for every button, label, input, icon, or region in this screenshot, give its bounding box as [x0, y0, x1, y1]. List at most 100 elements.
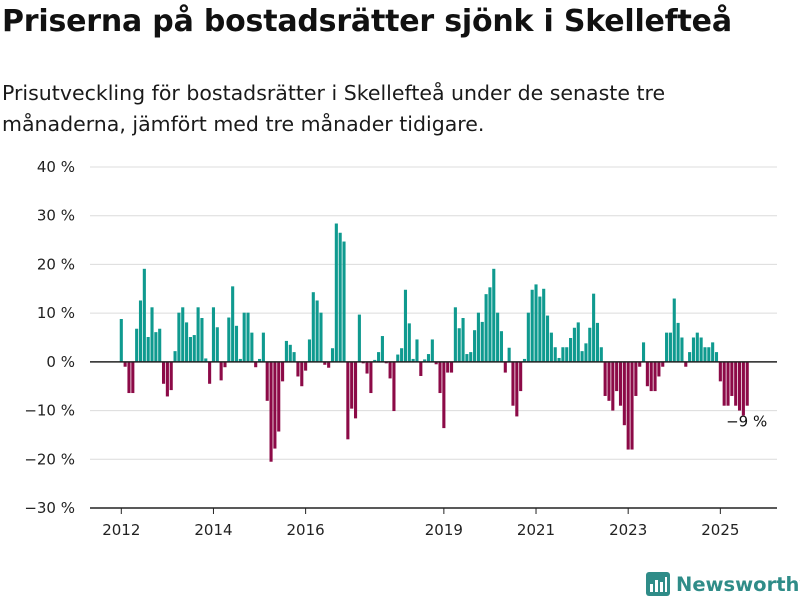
bar [538, 296, 542, 362]
chart-subtitle: Prisutveckling för bostadsrätter i Skell… [2, 81, 666, 136]
bar [227, 317, 231, 362]
bar [572, 327, 576, 362]
bar [603, 361, 607, 396]
bar [188, 337, 192, 362]
bar [165, 361, 169, 397]
bar [350, 361, 354, 409]
bar [607, 361, 611, 401]
bar [457, 328, 461, 362]
bar [154, 332, 158, 362]
bar [411, 358, 415, 362]
bar [315, 300, 319, 362]
bar [645, 361, 649, 387]
x-tick-label: 2016 [287, 521, 325, 539]
bar [707, 347, 711, 362]
bar [492, 268, 496, 362]
bar [342, 241, 346, 362]
bar [511, 361, 515, 406]
bar [622, 361, 626, 426]
bar [419, 361, 423, 376]
bar [423, 359, 427, 362]
bar [119, 318, 123, 362]
bar [649, 361, 653, 392]
bar [373, 359, 377, 362]
bar [503, 361, 507, 373]
bar [726, 361, 730, 406]
x-tick-label: 2019 [425, 521, 463, 539]
bar [246, 312, 250, 362]
bar [488, 287, 492, 362]
bar-chart: −30 %−20 %−10 %0 %10 %20 %30 %40 % 2012 2… [24, 158, 777, 539]
bar [653, 361, 657, 392]
bar [530, 289, 534, 362]
bar [273, 361, 277, 449]
bar [473, 330, 477, 362]
bar [177, 312, 181, 362]
bar [480, 321, 484, 362]
bar [549, 332, 553, 362]
annotations: −9 % [726, 413, 767, 431]
bar [734, 361, 738, 406]
bar [599, 347, 603, 362]
bar [672, 298, 676, 362]
bar [553, 347, 557, 362]
bar [580, 351, 584, 362]
bar [449, 361, 454, 373]
bar [722, 361, 726, 406]
bar [131, 361, 135, 394]
bar [469, 352, 473, 362]
bar [181, 307, 185, 362]
bar [718, 361, 722, 382]
bar [611, 361, 615, 411]
bar [711, 342, 715, 362]
bar [304, 361, 308, 371]
bar [430, 339, 434, 362]
bar [438, 361, 442, 394]
bar [496, 312, 500, 362]
bar [138, 300, 143, 362]
bar [737, 361, 742, 411]
bar [346, 361, 350, 440]
bar [327, 361, 331, 368]
bar [684, 361, 688, 367]
bar [319, 312, 323, 362]
chart-title: Priserna på bostadsrätter sjönk i Skelle… [2, 4, 732, 39]
bar [407, 323, 411, 362]
bar [200, 318, 204, 362]
bar [265, 361, 269, 401]
bar-chart-logo-icon [646, 572, 670, 596]
bar [377, 352, 381, 362]
bar [465, 354, 469, 362]
bar [588, 327, 592, 362]
bar [223, 361, 227, 368]
bar [703, 347, 707, 362]
bar [307, 339, 312, 362]
bar [676, 322, 680, 362]
y-tick-label: −30 % [24, 499, 75, 517]
bar [330, 348, 335, 362]
bar [311, 292, 315, 362]
bar [211, 307, 216, 362]
y-axis-tick-labels: −30 % −20 % −10 % 0 % 10 % 20 % 30 % 40 % [24, 158, 75, 517]
bar [261, 332, 265, 362]
x-tick-label: 2021 [517, 521, 555, 539]
bar [185, 322, 189, 362]
bar [507, 347, 511, 362]
bar [357, 314, 361, 362]
bar [626, 361, 630, 450]
bar [396, 354, 400, 362]
bar [630, 361, 634, 450]
bar [292, 352, 296, 362]
bar [426, 354, 431, 362]
bar [561, 347, 565, 362]
bars [119, 223, 749, 462]
bar [403, 289, 408, 362]
bar [576, 322, 580, 362]
bar [515, 361, 519, 417]
bar [615, 361, 619, 392]
bar [565, 347, 569, 362]
bar [545, 315, 550, 362]
y-tick-label: −20 % [24, 450, 75, 468]
bar [300, 361, 304, 387]
bar [442, 361, 446, 429]
